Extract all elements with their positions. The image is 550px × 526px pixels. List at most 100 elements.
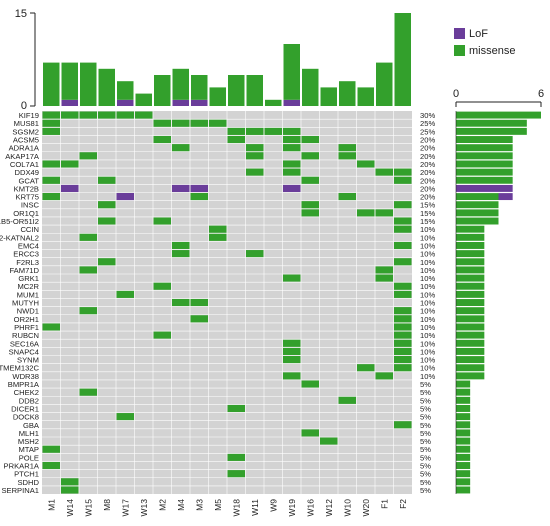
sample-bar-missense-m1	[43, 62, 60, 106]
cell-acsm5-m2	[153, 135, 171, 144]
cell-or1q1-w16	[301, 209, 319, 217]
sample-mutation-bars	[43, 13, 411, 106]
pct-label-nwd1: 10%	[420, 307, 435, 316]
pct-label-bmpr1a: 5%	[420, 380, 431, 389]
cell-ercc3-w11	[246, 250, 264, 258]
cell-or2h1-m3	[190, 315, 208, 323]
gene-bar-missense-dock8	[456, 413, 471, 421]
cell-nwd1-f2	[394, 307, 412, 315]
cell-sdhd-w14	[61, 478, 79, 486]
gene-label-ddx49: DDX49	[15, 168, 39, 177]
pct-label-dock8: 5%	[420, 413, 431, 422]
gene-label-chek2: CHEK2	[14, 388, 39, 397]
gene-label-ccin: CCIN	[20, 225, 39, 234]
cell-wdr38-w19	[283, 372, 301, 380]
pct-label-ccin: 10%	[420, 225, 435, 234]
mutation-matrix	[42, 111, 412, 495]
gene-bar-missense-fam71d	[456, 266, 485, 274]
legend: LoF missense	[454, 28, 515, 57]
gene-bar-missense-msh2	[456, 437, 471, 445]
cell-eloa2-katnal2-w15	[79, 233, 97, 241]
cell-acsm5-w19	[283, 135, 301, 144]
cell-gcat-m1	[42, 176, 60, 184]
pct-label-ddx49: 20%	[420, 168, 435, 177]
gene-label-col7a1: COL7A1	[10, 160, 39, 169]
cell-gcat-w16	[301, 176, 319, 184]
cell-ddx49-f1	[375, 168, 393, 176]
cell-kif19-w15	[79, 111, 97, 119]
cell-adra1a-w11	[246, 144, 264, 152]
gene-label-or1q1: OR1Q1	[13, 209, 39, 218]
cell-krt75-m3	[190, 193, 208, 201]
sample-bar-missense-w12	[320, 87, 337, 106]
cell-adra1a-w10	[338, 144, 356, 152]
cell-sec16a-w19	[283, 339, 301, 347]
cell-or1q1-w20	[357, 209, 375, 217]
gene-bar-missense-serpina1	[456, 486, 471, 494]
cell-ccin-m5	[209, 225, 227, 233]
cell-kmt2b-w14	[61, 184, 79, 192]
gene-bar-missense-dicer1	[456, 405, 471, 412]
pct-label-kif19: 30%	[420, 111, 435, 120]
gene-bar-missense-gba	[456, 421, 471, 429]
sample-label-w12: W12	[324, 499, 334, 517]
sample-bar-missense-w10	[339, 81, 356, 106]
gene-bar-missense-sgsm2	[456, 127, 527, 135]
gene-label-grk1: GRK1	[18, 274, 39, 283]
cell-bmpr1a-w16	[301, 380, 319, 388]
gene-label-bmpr1a: BMPR1A	[8, 380, 40, 389]
cell-gcat-f2	[394, 176, 412, 184]
gene-label-msh2: MSH2	[18, 437, 39, 446]
pct-label-prkar1a: 5%	[420, 462, 431, 471]
pct-label-kmt2b: 20%	[420, 184, 435, 193]
gene-label-ercc3: ERCC3	[13, 250, 39, 259]
gene-label-serpina1: SERPINA1	[1, 486, 39, 495]
sample-labels: M1 W14 W15 M8 W17 W13 M2 M4 M3 M5 W18 W11 W9 W19 W16 W1…	[46, 499, 408, 517]
cell-ddb2-w10	[338, 396, 356, 404]
sample-label-m4: M4	[176, 499, 186, 511]
pct-label-f2rl3: 10%	[420, 258, 435, 267]
sample-label-w19: W19	[287, 499, 297, 517]
cell-or51b5-or51i2-m8	[98, 217, 116, 225]
sample-bar-missense-w11	[246, 75, 263, 106]
sample-bar-missense-m3	[191, 75, 208, 100]
percentage-labels: 30%25%25%20%20%20%20%20%20%20%20%15%15%1…	[420, 111, 435, 495]
gene-bar-missense-acsm5	[456, 136, 513, 143]
gene-bar-missense-or2h1	[456, 315, 485, 323]
right-axis-label-max: 6	[538, 88, 544, 100]
pct-label-chek2: 5%	[420, 388, 431, 397]
gene-bar-missense-eloa2-katnal2	[456, 233, 485, 241]
gene-bar-missense-prkar1a	[456, 462, 471, 469]
gene-bar-missense-ptch1	[456, 470, 471, 478]
cell-phrf1-m1	[42, 323, 60, 331]
pct-label-mc2r: 10%	[420, 282, 435, 291]
pct-label-ercc3: 10%	[420, 250, 435, 259]
cell-msh2-w12	[320, 437, 338, 445]
cell-kmt2b-m3	[190, 184, 208, 192]
sample-bar-missense-f2	[394, 13, 411, 106]
pct-label-dicer1: 5%	[420, 404, 431, 413]
pct-label-sgsm2: 25%	[420, 127, 435, 136]
gene-label-akap17a: AKAP17A	[5, 152, 40, 161]
gene-label-mus81: MUS81	[14, 119, 39, 128]
gene-label-dock8: DOCK8	[13, 413, 39, 422]
cell-grk1-w19	[283, 274, 301, 282]
cell-mus81-m3	[190, 119, 208, 127]
gene-bar-missense-akap17a	[456, 152, 513, 160]
cell-tmem132c-w20	[357, 364, 375, 372]
gene-bar-missense-mlh1	[456, 429, 471, 437]
sample-bar-missense-w18	[228, 75, 245, 106]
sample-bar-lof-w19	[283, 99, 300, 106]
cell-krt75-w17	[116, 193, 134, 201]
top-axis: 15 0	[15, 8, 36, 112]
cell-wdr38-f1	[375, 372, 393, 380]
sample-bar-missense-w19	[283, 44, 300, 100]
gene-label-insc: INSC	[21, 201, 40, 210]
gene-bar-missense-grk1	[456, 274, 485, 282]
gene-bar-missense-pole	[456, 453, 471, 461]
gene-bar-missense-or1q1	[456, 209, 499, 217]
pct-label-fam71d: 10%	[420, 266, 435, 275]
pct-label-mtap: 5%	[420, 445, 431, 454]
cell-kif19-m8	[98, 111, 116, 119]
cell-phrf1-f2	[394, 323, 412, 331]
